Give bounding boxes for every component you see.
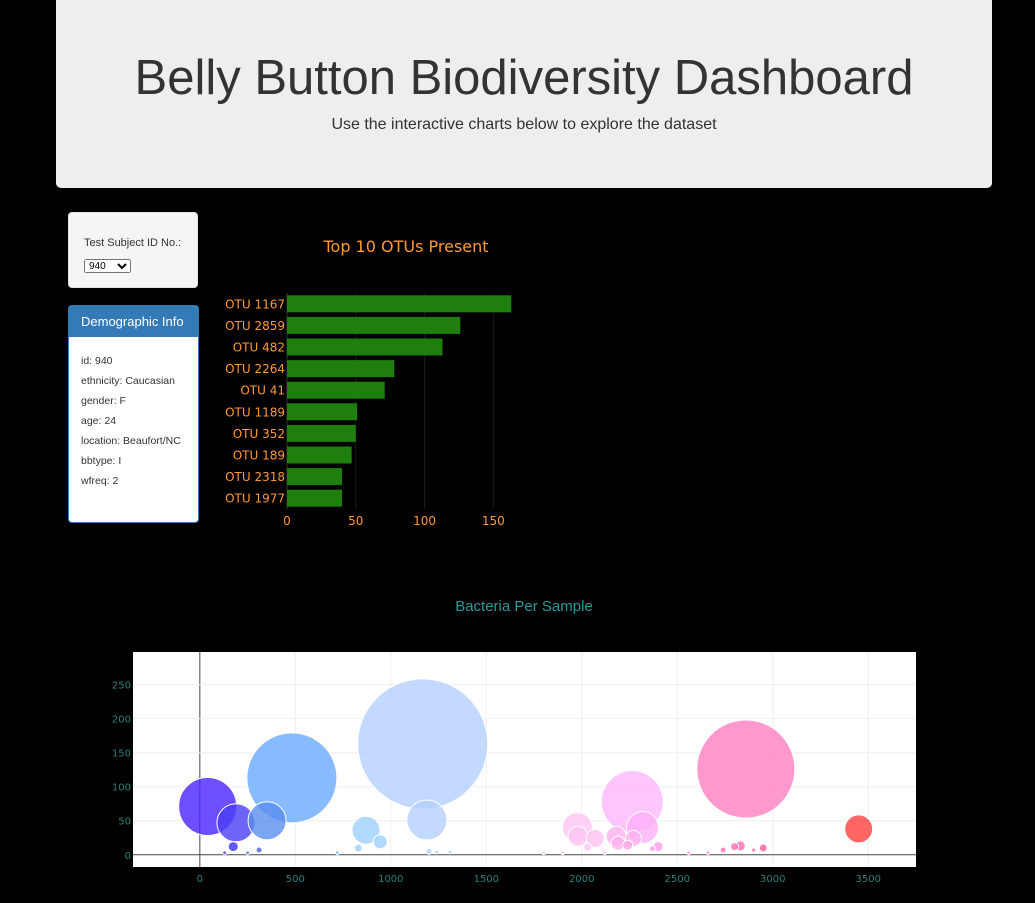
- bubble-y-tick-label: 100: [112, 783, 131, 794]
- bubble-point: [602, 850, 608, 856]
- bar-chart-title: Top 10 OTUs Present: [322, 237, 488, 256]
- bubble-point: [696, 719, 796, 819]
- bar: [287, 403, 358, 421]
- bar: [287, 295, 512, 313]
- header-jumbotron: Belly Button Biodiversity Dashboard Use …: [56, 0, 992, 188]
- bubble-y-tick-label: 50: [118, 817, 131, 828]
- bar: [287, 360, 395, 378]
- bubble-group: [178, 678, 874, 856]
- demo-gender: gender: F: [81, 395, 126, 407]
- bubble-point: [758, 843, 768, 853]
- bubble-point: [648, 845, 656, 853]
- bubble-x-tick-label: 1000: [378, 874, 403, 885]
- bar-category-label: OTU 1189: [225, 405, 285, 419]
- bar-category-label: OTU 482: [233, 341, 285, 355]
- top-otu-bar-chart[interactable]: Top 10 OTUs Present 0 50 100 150 OTU 1167 OTU …: [210, 225, 540, 535]
- bubble-point: [351, 815, 381, 845]
- bubble-point: [334, 850, 340, 856]
- bubble-point: [245, 850, 251, 856]
- demo-location: location: Beaufort/NC: [81, 435, 181, 447]
- subject-selector-well: Test Subject ID No.: 940: [68, 212, 198, 288]
- demo-age: age: 24: [81, 415, 117, 427]
- bubble-y-tick-label: 150: [112, 749, 131, 760]
- bubble-point: [719, 846, 727, 854]
- demographic-list: id: 940 ethnicity: Caucasian gender: F a…: [69, 337, 198, 488]
- bubble-point: [372, 834, 388, 850]
- bar-category-label: OTU 189: [233, 449, 285, 463]
- subject-selector-label: Test Subject ID No.:: [84, 237, 182, 249]
- bubble-point: [583, 842, 593, 852]
- demographic-panel: Demographic Info id: 940 ethnicity: Cauc…: [68, 305, 199, 523]
- bubble-point: [406, 799, 448, 841]
- bar-category-label: OTU 1977: [225, 492, 285, 506]
- bar-x-tick-label: 150: [482, 514, 505, 528]
- bubble-x-tick-label: 0: [197, 874, 203, 885]
- demo-ethnicity: ethnicity: Caucasian: [81, 375, 175, 387]
- demographic-panel-title: Demographic Info: [69, 306, 198, 337]
- bubble-y-tick-label: 250: [112, 681, 131, 692]
- bubble-point: [227, 841, 239, 853]
- page-title: Belly Button Biodiversity Dashboard: [134, 51, 914, 105]
- bubble-point: [844, 814, 874, 844]
- bubble-point: [255, 846, 263, 854]
- demo-id: id: 940: [81, 355, 113, 367]
- bubble-point: [353, 843, 363, 853]
- bar: [287, 446, 352, 464]
- bubble-point: [622, 839, 634, 851]
- bubble-x-tick-label: 2500: [665, 874, 690, 885]
- bar-category-label: OTU 352: [233, 427, 285, 441]
- bar: [287, 338, 443, 356]
- bubble-point: [434, 849, 440, 855]
- bubble-point: [541, 850, 547, 856]
- page-subtitle: Use the interactive charts below to expl…: [331, 116, 717, 133]
- bubble-point: [222, 850, 228, 856]
- bubble-y-tick-label: 0: [125, 851, 131, 862]
- bar-category-label: OTU 2859: [225, 319, 285, 333]
- bubble-point: [357, 678, 489, 810]
- bubble-point: [705, 850, 711, 856]
- bar: [287, 489, 343, 507]
- bubble-point: [730, 842, 740, 852]
- bubble-point: [425, 847, 433, 855]
- bar: [287, 424, 356, 442]
- bubble-x-tick-label: 1500: [474, 874, 499, 885]
- bubble-point: [585, 828, 605, 848]
- bubble-point: [567, 825, 589, 847]
- bubble-point: [447, 849, 453, 855]
- bar: [287, 468, 343, 486]
- bubble-y-tick-label: 200: [112, 715, 131, 726]
- bar-category-label: OTU 2318: [225, 470, 285, 484]
- bubble-chart-title: Bacteria Per Sample: [455, 598, 593, 615]
- bar-category-label: OTU 41: [240, 384, 285, 398]
- demo-bbtype: bbtype: I: [81, 455, 122, 467]
- demo-wfreq: wfreq: 2: [81, 475, 119, 487]
- bar-x-tick-label: 100: [413, 514, 436, 528]
- bar-x-tick-label: 0: [283, 514, 291, 528]
- bubble-point: [751, 847, 757, 853]
- bar-category-label: OTU 2264: [225, 362, 285, 376]
- subject-id-select[interactable]: 940: [84, 259, 131, 273]
- bubble-x-tick-label: 2000: [569, 874, 594, 885]
- bar-x-tick-label: 50: [348, 514, 363, 528]
- bubble-x-tick-label: 3000: [760, 874, 785, 885]
- bar: [287, 381, 385, 399]
- bubble-point: [686, 850, 692, 856]
- bubble-x-tick-label: 500: [286, 874, 305, 885]
- bar-category-label: OTU 1167: [225, 297, 285, 311]
- bubble-point: [246, 732, 338, 824]
- bubble-x-tick-label: 3500: [856, 874, 881, 885]
- bubble-point: [560, 850, 566, 856]
- bubble-point: [247, 801, 287, 841]
- bar: [287, 316, 461, 334]
